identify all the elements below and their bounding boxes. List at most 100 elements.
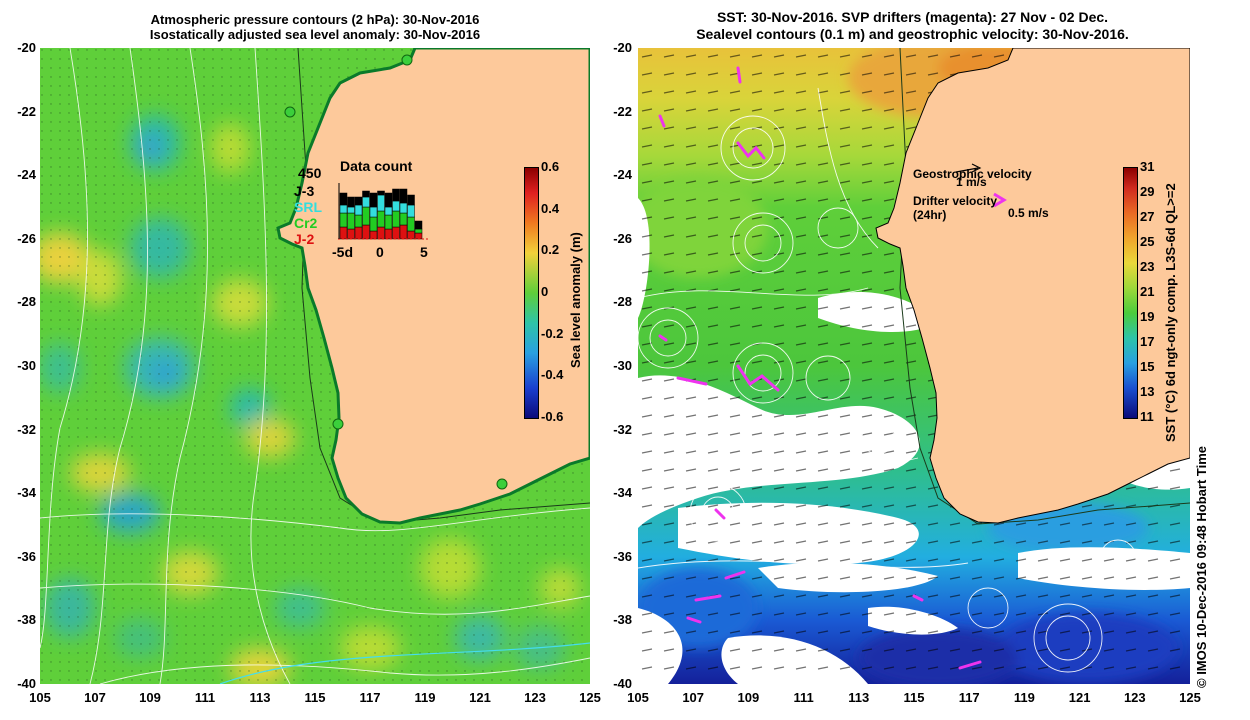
histogram-bar-segment (369, 206, 378, 218)
longitude-tick: 113 (249, 690, 271, 705)
longitude-tick: 123 (524, 690, 546, 705)
histogram-bar-segment (407, 216, 415, 232)
left-title-line2: Isostatically adjusted sea level anomaly… (149, 27, 481, 42)
histogram-bar-segment (407, 194, 415, 206)
geostrophic-scale-arrow (955, 167, 979, 173)
colorbar-tick-label: 27 (1140, 209, 1155, 224)
histogram-bar-segment (354, 226, 363, 240)
colorbar-tick-label: 0.4 (541, 200, 560, 216)
histogram-bar-segment (399, 202, 408, 214)
latitude-tick: -32 (17, 421, 36, 437)
latitude-tick: -40 (17, 676, 36, 691)
longitude-tick: 111 (194, 690, 216, 705)
longitude-tick: 115 (304, 690, 326, 705)
pressure-contours (40, 48, 590, 684)
colorbar-tick-label: -0.6 (541, 409, 564, 424)
data-count-max: 450 (298, 165, 322, 181)
colorbar-tick-label: -0.2 (541, 325, 564, 341)
sst-map-canvas (638, 48, 1190, 684)
tide-gauge-marker[interactable] (401, 54, 413, 66)
longitude-tick: 107 (682, 690, 705, 705)
latitude-tick: -24 (613, 167, 632, 183)
longitude-tick: 117 (359, 690, 381, 705)
right-map-title: SST: 30-Nov-2016. SVP drifters (magenta)… (630, 9, 1195, 43)
left-title-line1: Atmospheric pressure contours (2 hPa): 3… (150, 12, 480, 27)
latitude-tick: -26 (17, 230, 36, 246)
right-title-line1: SST: 30-Nov-2016. SVP drifters (magenta)… (716, 9, 1109, 25)
tide-gauge-marker[interactable] (332, 418, 344, 430)
tide-gauge-marker[interactable] (496, 478, 508, 490)
legend-srl: SRL (294, 199, 322, 215)
latitude-tick: -20 (17, 40, 36, 55)
land-australia (276, 48, 590, 525)
longitude-tick: 105 (627, 690, 649, 705)
histogram-bar-segment (399, 224, 408, 240)
geostrophic-arrowhead (971, 163, 982, 173)
histogram-bar-segment (339, 204, 348, 214)
colorbar-tick-label: 25 (1140, 234, 1155, 249)
histogram-bar-segment (399, 212, 408, 226)
colorbar-tick-label: 17 (1140, 334, 1155, 349)
latitude-tick: -28 (17, 294, 36, 310)
histogram-bar-segment (384, 214, 393, 230)
colorbar-tick-label: 11 (1140, 409, 1154, 424)
latitude-tick: -34 (17, 485, 36, 501)
drifter-velocity-label: Drifter velocity (913, 194, 998, 208)
longitude-tick: 117 (958, 690, 980, 705)
histogram-bar-segment (339, 192, 348, 206)
sst-colorbar-label: SST (°C) 6d ngt-only comp. L3S-6d QL>=2 (1163, 183, 1178, 442)
drifter-scale-label: 0.5 m/s (1008, 206, 1049, 220)
histogram-bar-segment (392, 188, 400, 202)
histogram-bar-segment (339, 226, 348, 240)
histogram-bar-segment (414, 220, 423, 230)
longitude-tick: 123 (1123, 690, 1146, 705)
land-australia-right (875, 48, 1190, 524)
histogram-bar-segment (377, 226, 385, 240)
colorbar-tick-label: 0.6 (541, 159, 560, 174)
latitude-tick: -26 (613, 230, 632, 246)
drifter-scale-arrow (993, 192, 1007, 208)
colorbar-tick-label: 31 (1140, 159, 1155, 174)
latitude-tick: -40 (613, 676, 632, 691)
latitude-tick: -32 (613, 421, 632, 437)
latitude-tick: -30 (613, 358, 632, 373)
drifter-interval-label: (24hr) (913, 208, 947, 222)
sea-level-anomaly-map[interactable] (40, 48, 590, 684)
data-count-histogram (338, 183, 428, 240)
longitude-tick: 109 (139, 690, 161, 705)
latitude-tick: -36 (613, 548, 632, 564)
longitude-tick: 121 (1068, 690, 1091, 705)
histogram-bar-segment (362, 196, 370, 208)
legend-cr2: Cr2 (294, 215, 318, 231)
histogram-bar-segment (392, 226, 400, 240)
longitude-tick: 121 (469, 690, 491, 705)
latitude-tick: -22 (17, 103, 36, 119)
hist-tick-minus5: -5d (332, 244, 353, 260)
colorbar-tick-label: 21 (1140, 284, 1155, 299)
tide-gauge-marker[interactable] (284, 106, 296, 118)
longitude-tick: 109 (737, 690, 760, 705)
latitude-tick: -30 (17, 358, 36, 373)
histogram-bar-segment (414, 228, 423, 234)
colorbar-tick-label: 0.2 (541, 242, 560, 258)
sst-map[interactable] (638, 48, 1190, 684)
svp-drifter-tracks (658, 66, 982, 670)
histogram-bar-segment (414, 232, 423, 240)
colorbar-tick-label: -0.4 (541, 367, 564, 383)
latitude-tick: -38 (613, 612, 632, 628)
sla-map-canvas (40, 48, 590, 684)
histogram-bar-segment (362, 190, 370, 198)
data-count-title: Data count (340, 158, 413, 174)
colorbar-tick-label: 19 (1140, 309, 1155, 324)
hist-tick-5: 5 (420, 244, 428, 260)
histogram-bar-segment (377, 210, 385, 228)
histogram-bar-segment (347, 228, 355, 240)
sea-level-contours (638, 87, 1137, 673)
longitude-tick: 125 (1179, 690, 1201, 705)
geostrophic-scale-label: 1 m/s (956, 175, 987, 189)
cyan-contour (219, 642, 590, 684)
histogram-bar-segment (384, 192, 393, 208)
hist-tick-0: 0 (376, 244, 384, 260)
longitude-tick: 113 (848, 690, 870, 705)
histogram-bar-segment (392, 200, 400, 212)
